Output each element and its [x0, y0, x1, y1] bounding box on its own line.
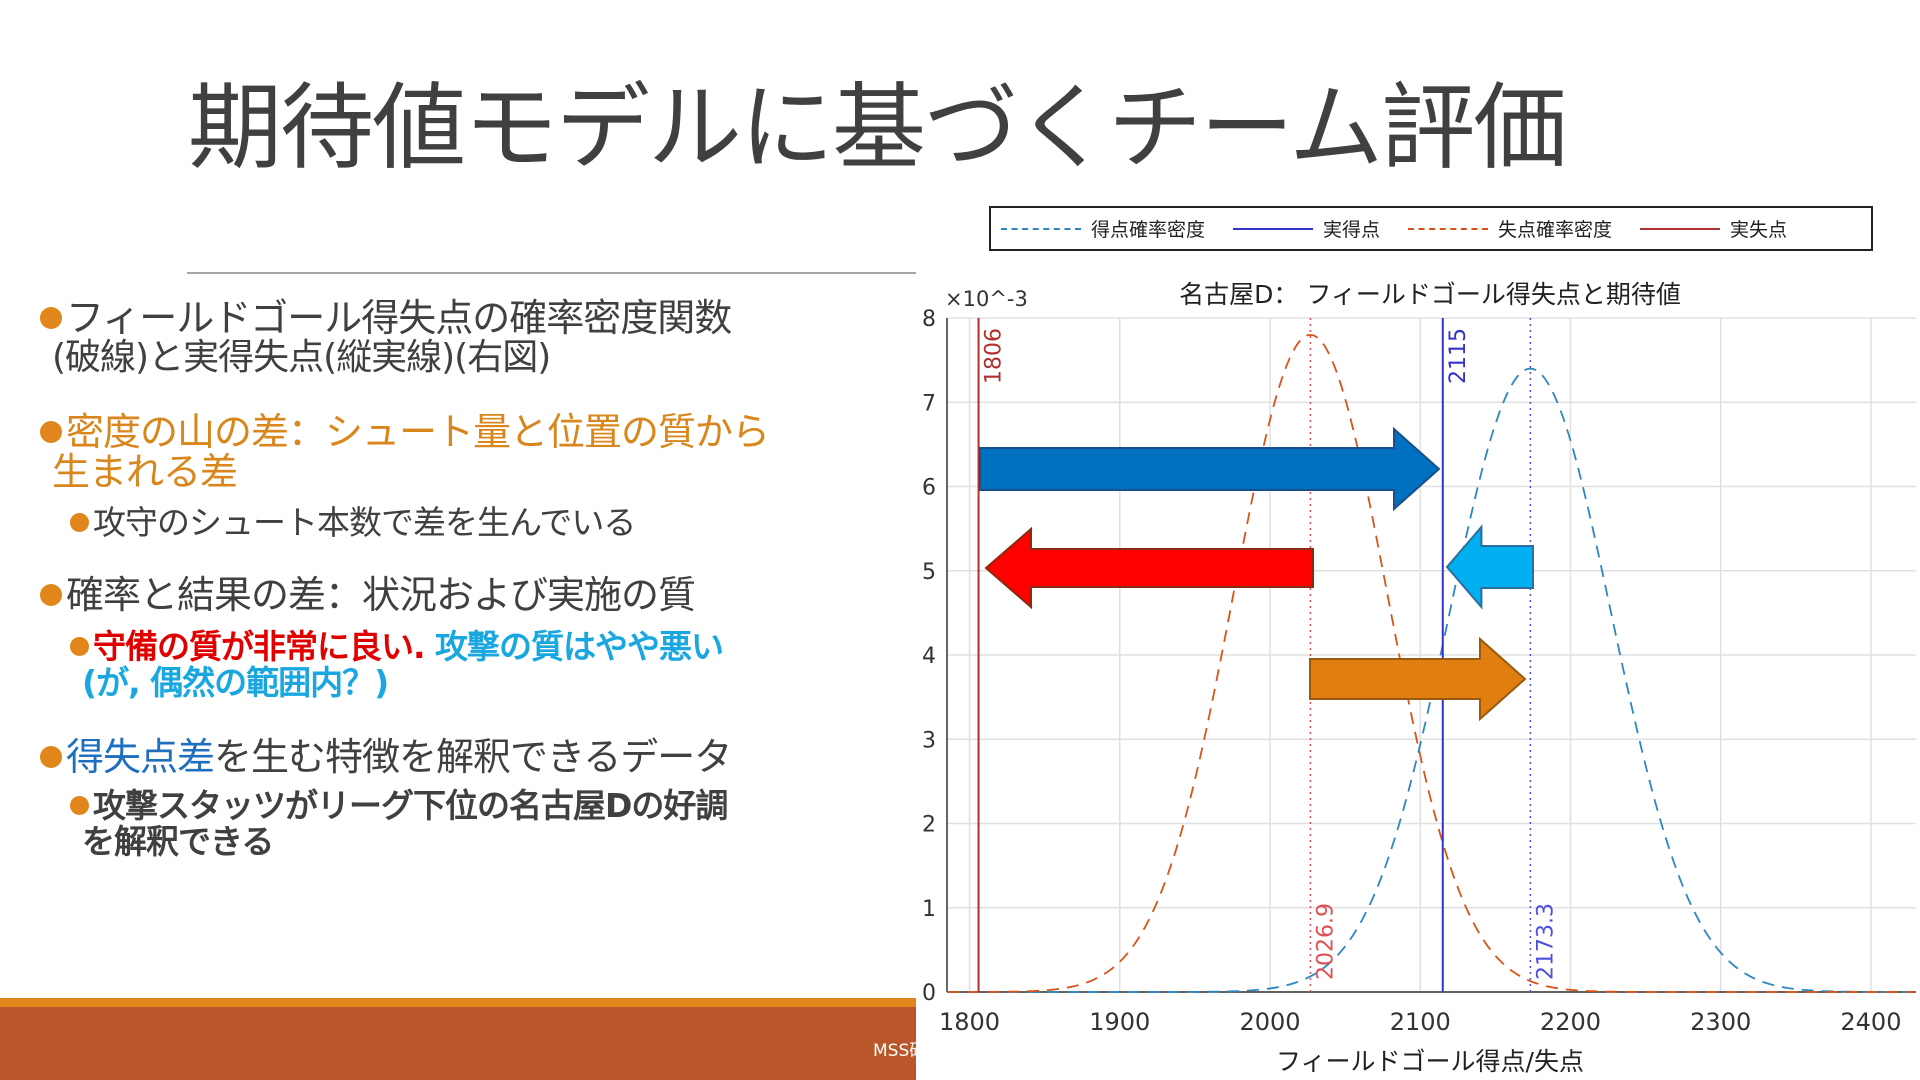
y-tick-label: 6 [922, 476, 936, 501]
legend-label: 失点確率密度 [1498, 219, 1613, 241]
bullet-text-red: 守備の質が非常に良い. [93, 627, 426, 666]
footer-text: MSS研 [873, 1041, 916, 1061]
legend-item: 失点確率密度 [1408, 215, 1612, 242]
bullet-text: を生む特徴を解釈できるデータ [214, 735, 732, 779]
bullet-dot-icon [70, 796, 89, 815]
legend-swatch [1408, 227, 1489, 230]
legend-label: 得点確率密度 [1091, 219, 1206, 241]
vline-label: 2026.9 [1313, 903, 1338, 980]
bullet-text: 攻守のシュート本数で差を生んでいる [93, 503, 636, 542]
x-tick-label: 2100 [1390, 1008, 1451, 1036]
y-tick-label: 8 [922, 307, 936, 332]
bullet-text: 密度の山の差：シュート量と位置の質から [66, 410, 770, 454]
chart-title: 名古屋D： フィールドゴール得失点と期待値 [1179, 280, 1681, 309]
x-tick-label: 1900 [1089, 1008, 1150, 1036]
y-tick-label: 2 [922, 813, 936, 838]
legend-item: 実得点 [1233, 215, 1380, 242]
footer-accent-stripe [0, 998, 916, 1007]
y-tick-label: 7 [922, 391, 936, 416]
bullet-dot-icon [70, 637, 89, 656]
bullet-3: 確率と結果の差：状況および実施の質 [40, 573, 696, 617]
arrow-right-icon [1309, 636, 1527, 722]
density-curve [947, 333, 1915, 993]
legend-label: 実得点 [1323, 219, 1381, 241]
vline-label: 1806 [982, 328, 1007, 384]
bullet-2-cont: 生まれる差 [52, 450, 238, 494]
legend-swatch [1001, 227, 1081, 230]
legend-swatch [1640, 227, 1721, 230]
bullet-dot-icon [40, 584, 62, 606]
arrow-left-icon [984, 526, 1314, 610]
vline-label: 2115 [1446, 328, 1471, 384]
x-axis-label: フィールドゴール得点/失点 [1276, 1047, 1584, 1076]
x-tick-label: 2400 [1840, 1008, 1901, 1036]
y-tick-label: 0 [922, 981, 936, 1006]
x-tick-label: 2200 [1540, 1008, 1601, 1036]
x-tick-label: 2300 [1690, 1008, 1751, 1036]
bullet-4-sub-cont: を解釈できる [82, 822, 274, 861]
bullet-text: 攻撃スタッツがリーグ下位の名古屋Dの好調 [93, 786, 728, 825]
arrow-left-icon [1445, 524, 1534, 610]
y-exponent-label: ×10^-3 [945, 287, 1028, 311]
y-tick-label: 3 [922, 728, 936, 753]
slide-title: 期待値モデルに基づくチーム評価 [188, 74, 1567, 183]
bullet-3-sub-cont: (が, 偶然の範囲内？) [82, 663, 389, 702]
y-tick-label: 5 [922, 560, 936, 585]
legend-label: 実失点 [1730, 219, 1788, 241]
bullet-1: フィールドゴール得失点の確率密度関数 [40, 296, 732, 340]
bullet-dot-icon [40, 421, 62, 443]
y-tick-label: 1 [922, 897, 936, 922]
title-divider [187, 272, 916, 274]
x-tick-label: 1800 [939, 1008, 1000, 1036]
bullet-dot-icon [40, 307, 62, 329]
legend-item: 実失点 [1640, 215, 1787, 242]
x-tick-label: 2000 [1239, 1008, 1300, 1036]
legend-item: 得点確率密度 [1001, 215, 1205, 242]
bullet-2-sub: 攻守のシュート本数で差を生んでいる [70, 503, 636, 543]
bullet-4: 得失点差を生む特徴を解釈できるデータ [40, 735, 732, 779]
bullet-text: 確率と結果の差：状況および実施の質 [66, 573, 696, 617]
bullet-4-sub: 攻撃スタッツがリーグ下位の名古屋Dの好調 [70, 786, 728, 826]
y-tick-label: 4 [922, 644, 936, 669]
density-curve [947, 367, 1915, 993]
bullet-text: フィールドゴール得失点の確率密度関数 [66, 296, 732, 340]
bullet-dot-icon [40, 746, 62, 768]
vline-label: 2173.3 [1533, 903, 1558, 980]
footer-bar [0, 1007, 916, 1080]
bullet-2: 密度の山の差：シュート量と位置の質から [40, 410, 770, 454]
bullet-text-blue: 得失点差 [66, 735, 215, 779]
legend-swatch [1233, 227, 1314, 230]
bullet-text-cyan: 攻撃の質はやや悪い [424, 627, 724, 666]
bullet-dot-icon [70, 513, 89, 532]
arrow-right-icon [979, 426, 1441, 512]
bullet-3-sub: 守備の質が非常に良い. 攻撃の質はやや悪い [70, 627, 724, 667]
chart-legend: 得点確率密度 実得点 失点確率密度 実失点 [989, 206, 1873, 251]
bullet-1-cont: (破線)と実得失点(縦実線)(右図) [52, 337, 551, 378]
